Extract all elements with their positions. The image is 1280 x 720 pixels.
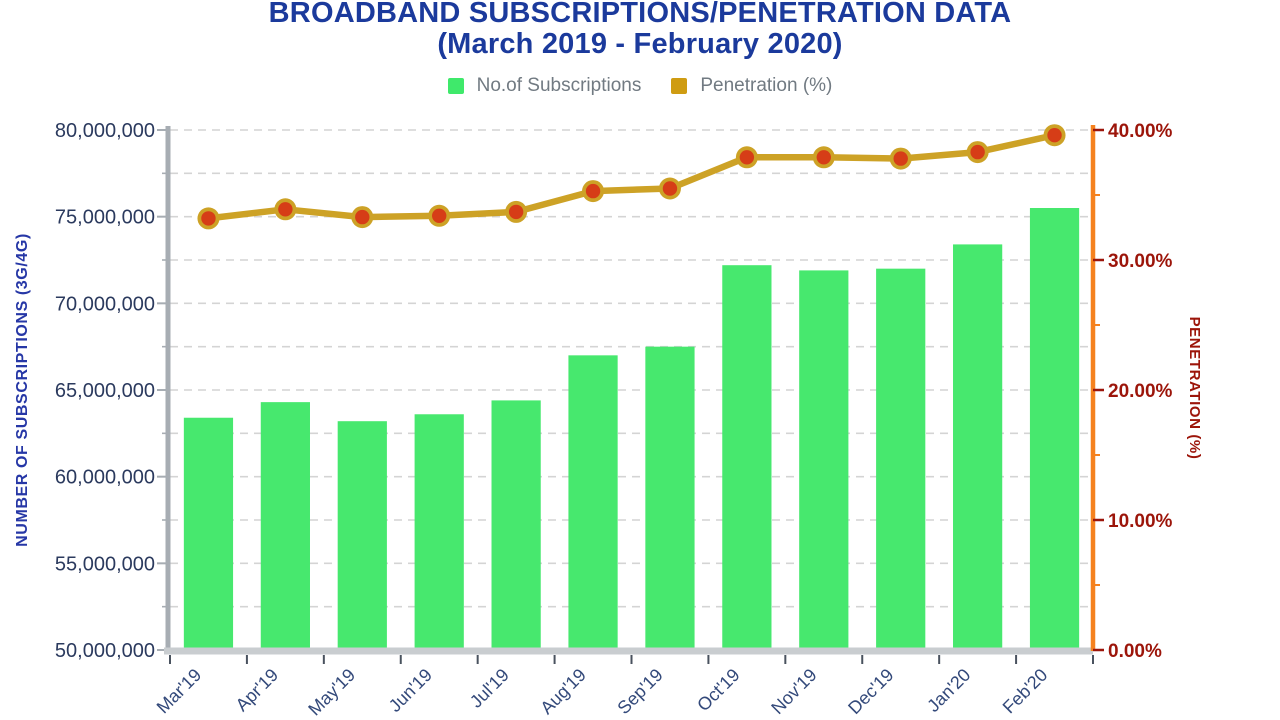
x-axis-label: Dec'19 (844, 665, 897, 718)
subscriptions-bar (260, 402, 310, 650)
x-axis-label: Oct'19 (693, 665, 744, 716)
penetration-marker (970, 144, 985, 160)
legend-swatch-subscriptions (447, 78, 464, 94)
x-axis-label: Jul'19 (466, 665, 513, 712)
penetration-marker (508, 204, 524, 220)
left-axis-tick-label: 60,000,000 (55, 467, 155, 489)
left-axis-tick-label: 65,000,000 (55, 380, 155, 402)
right-axis-tick-label: 40.00% (1108, 121, 1173, 142)
penetration-line (205, 131, 1058, 222)
penetration-marker (1047, 128, 1062, 143)
subscriptions-bar (876, 268, 926, 650)
subscriptions-bar (414, 414, 464, 650)
subscriptions-bar (568, 355, 618, 650)
penetration-marker (585, 183, 601, 199)
subscriptions-bar (722, 265, 772, 650)
penetration-marker (432, 208, 447, 223)
penetration-marker (816, 150, 831, 165)
subscriptions-bar (799, 270, 849, 650)
left-axis-tick-label: 80,000,000 (55, 120, 155, 142)
subscriptions-bar (491, 400, 541, 650)
left-axis-tick-label: 55,000,000 (55, 553, 155, 575)
x-axis-label: Jan'20 (923, 665, 974, 716)
chart-title-line2: (March 2019 - February 2020) (437, 28, 843, 61)
subscriptions-bar (953, 244, 1003, 650)
legend-label-penetration: Penetration (%) (700, 75, 833, 96)
penetration-marker (201, 211, 216, 226)
x-axis-label: Mar'19 (153, 665, 206, 718)
legend-item-penetration: Penetration (%) (671, 75, 832, 97)
right-axis-tick-label: 20.00% (1108, 381, 1173, 402)
legend: No.of Subscriptions Penetration (%) (0, 75, 1280, 97)
left-axis-tick-label: 70,000,000 (55, 293, 155, 315)
subscriptions-bar (183, 417, 234, 650)
chart-title: BROADBAND SUBSCRIPTIONS/PENETRATION DATA… (0, 0, 1280, 61)
right-axis-title: PENETRATION (%) (1186, 317, 1203, 460)
x-axis-label: Apr'19 (232, 665, 283, 716)
legend-item-subscriptions: No.of Subscriptions (447, 75, 642, 97)
subscriptions-bar (645, 346, 695, 650)
penetration-marker (278, 202, 293, 217)
x-axis-label: Feb'20 (999, 665, 1052, 718)
x-axis-label: Aug'19 (536, 665, 589, 718)
right-axis-tick-label: 0.00% (1108, 641, 1162, 662)
legend-swatch-penetration (671, 78, 688, 94)
right-axis-tick-label: 10.00% (1108, 511, 1173, 532)
chart-title-line1: BROADBAND SUBSCRIPTIONS/PENETRATION DATA (268, 0, 1012, 29)
left-axis-tick-label: 75,000,000 (55, 207, 155, 229)
x-axis-label: Nov'19 (767, 665, 820, 718)
left-axis-title: NUMBER OF SUBSCRIPTIONS (3G/4G) (14, 233, 31, 547)
left-axis-tick-label: 50,000,000 (55, 640, 155, 662)
penetration-marker (662, 181, 678, 196)
penetration-marker (355, 209, 370, 225)
penetration-marker (893, 151, 908, 166)
subscriptions-bar (1029, 208, 1080, 650)
x-axis-label: May'19 (304, 665, 359, 720)
legend-label-subscriptions: No.of Subscriptions (476, 75, 642, 96)
x-axis-label: Jun'19 (385, 665, 436, 716)
penetration-marker (739, 150, 755, 165)
right-axis-tick-label: 30.00% (1108, 251, 1173, 272)
x-axis-label: Sep'19 (613, 665, 666, 718)
subscriptions-bar (337, 421, 387, 650)
